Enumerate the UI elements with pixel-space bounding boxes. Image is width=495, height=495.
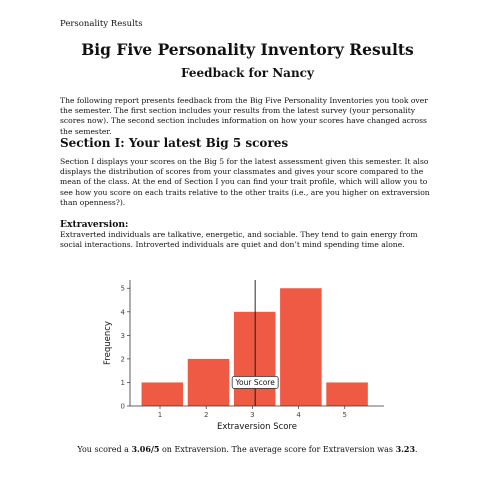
y-tick-label: 2 — [121, 355, 125, 363]
extraversion-histogram: 0 1 2 3 4 5 1 2 3 4 5 Extraversion Score Frequency Yo… — [103, 280, 384, 432]
y-tick-label: 1 — [121, 379, 125, 387]
y-tick-label: 5 — [121, 285, 125, 293]
y-axis-title: Frequency — [103, 321, 113, 365]
your-score-label-box — [231, 376, 279, 389]
section-paragraph: Section I displays your scores on the Bi… — [60, 157, 430, 207]
your-score-value: 3.06/5 — [131, 444, 160, 454]
average-score-value: 3.23 — [395, 444, 416, 454]
section-heading: Section I: Your latest Big 5 scores — [60, 136, 289, 150]
intro-paragraph: The following report presents feedback f… — [60, 96, 428, 136]
y-tick-label: 3 — [121, 332, 125, 340]
x-tick-label: 1 — [158, 411, 162, 419]
summary-prefix: You scored a — [77, 445, 132, 454]
x-tick-label: 2 — [204, 411, 208, 419]
report-title: Big Five Personality Inventory Results — [81, 40, 414, 59]
x-axis-title: Extraversion Score — [217, 422, 297, 432]
your-score-label: Your Score — [234, 378, 275, 387]
histogram-bar-3 — [233, 311, 276, 406]
y-tick-label: 4 — [121, 308, 126, 316]
summary-middle: on Extraversion. The average score for E… — [159, 445, 396, 454]
histogram-bar-5 — [326, 382, 368, 406]
x-tick-label: 4 — [296, 411, 301, 419]
summary-suffix: . — [415, 445, 418, 454]
histogram-bar-4 — [280, 288, 322, 406]
histogram-bar-2 — [187, 358, 230, 406]
running-head: Personality Results — [60, 19, 143, 29]
report-subtitle: Feedback for Nancy — [181, 66, 314, 80]
trait-description: Extraverted individuals are talkative, e… — [60, 230, 418, 250]
x-tick-label: 3 — [250, 411, 254, 419]
y-tick-label: 0 — [121, 403, 125, 411]
score-summary: You scored a 3.06/5 on Extraversion. The… — [0, 444, 495, 454]
trait-heading: Extraversion: — [60, 219, 129, 230]
x-tick-label: 5 — [343, 411, 347, 419]
histogram-bar-1 — [141, 382, 184, 406]
